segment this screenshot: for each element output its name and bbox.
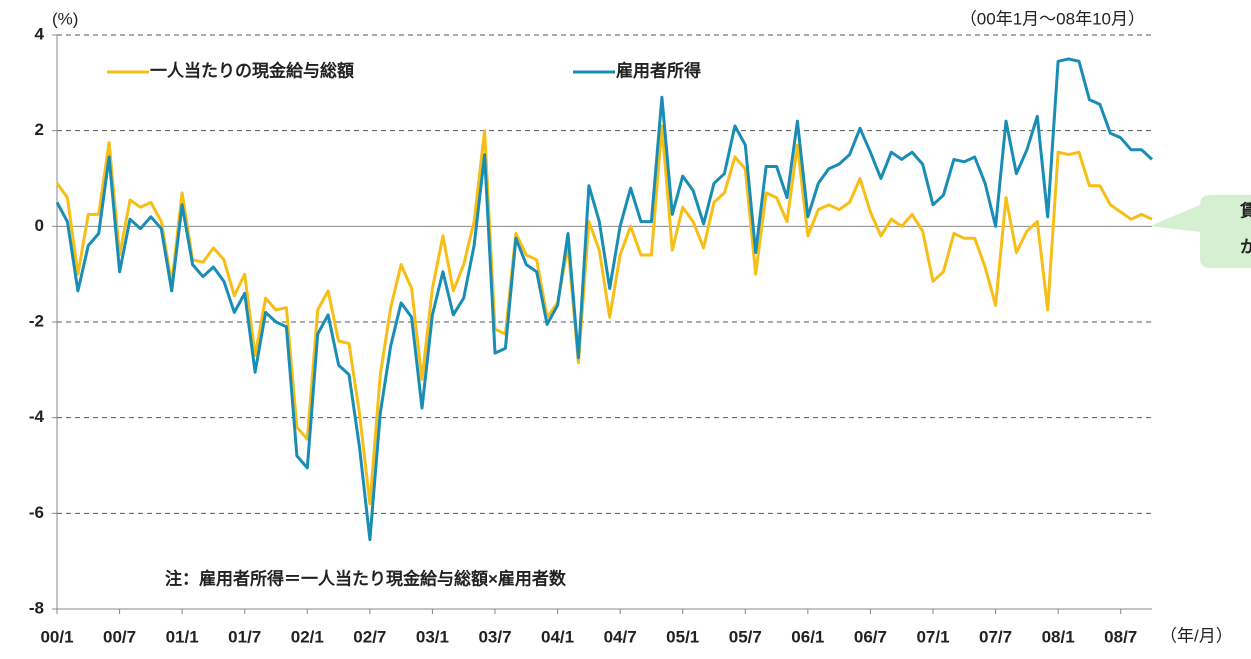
x-tick-label: 03/1 (416, 627, 449, 646)
x-tick-label: 07/7 (979, 627, 1012, 646)
x-tick-label: 01/1 (166, 627, 199, 646)
note: 注：雇用者所得＝一人当たり現金給与総額×雇用者数 (165, 568, 567, 588)
series-line (55, 124, 1153, 506)
x-tick-label: 05/1 (666, 627, 699, 646)
x-tick-label: 04/1 (541, 627, 574, 646)
y-tick-label: 4 (35, 24, 45, 43)
x-tick-label: 00/1 (40, 627, 73, 646)
x-tick-label: 02/1 (291, 627, 324, 646)
y-tick-label: -8 (29, 598, 44, 617)
y-tick-label: -6 (29, 503, 44, 522)
y-tick-label: -2 (29, 311, 44, 330)
x-tick-label: 01/7 (228, 627, 261, 646)
x-tick-label: 08/7 (1104, 627, 1137, 646)
x-tick-label: 07/1 (916, 627, 949, 646)
x-axis-unit: （年/月） (1160, 626, 1233, 645)
period-note: （00年1月～08年10月） (960, 9, 1145, 28)
y-axis-label: (%) (52, 9, 78, 28)
x-tick-label: 08/1 (1042, 627, 1075, 646)
y-tick-label: -4 (29, 407, 45, 426)
legend-label: 一人当たりの現金給与総額 (150, 60, 354, 80)
y-tick-label: 0 (35, 216, 44, 235)
annotation-bubble (1150, 195, 1251, 268)
x-tick-label: 02/7 (353, 627, 386, 646)
x-tick-label: 00/7 (103, 627, 136, 646)
y-tick-label: 2 (35, 120, 44, 139)
annotation-text: 賃 (1239, 200, 1251, 220)
series-line (55, 57, 1154, 542)
x-tick-label: 03/7 (478, 627, 511, 646)
x-tick-label: 06/7 (854, 627, 887, 646)
legend-label: 雇用者所得 (616, 60, 701, 80)
annotation-text: か (1240, 237, 1251, 256)
x-tick-label: 05/7 (729, 627, 762, 646)
x-tick-label: 04/7 (604, 627, 637, 646)
x-tick-label: 06/1 (791, 627, 824, 646)
